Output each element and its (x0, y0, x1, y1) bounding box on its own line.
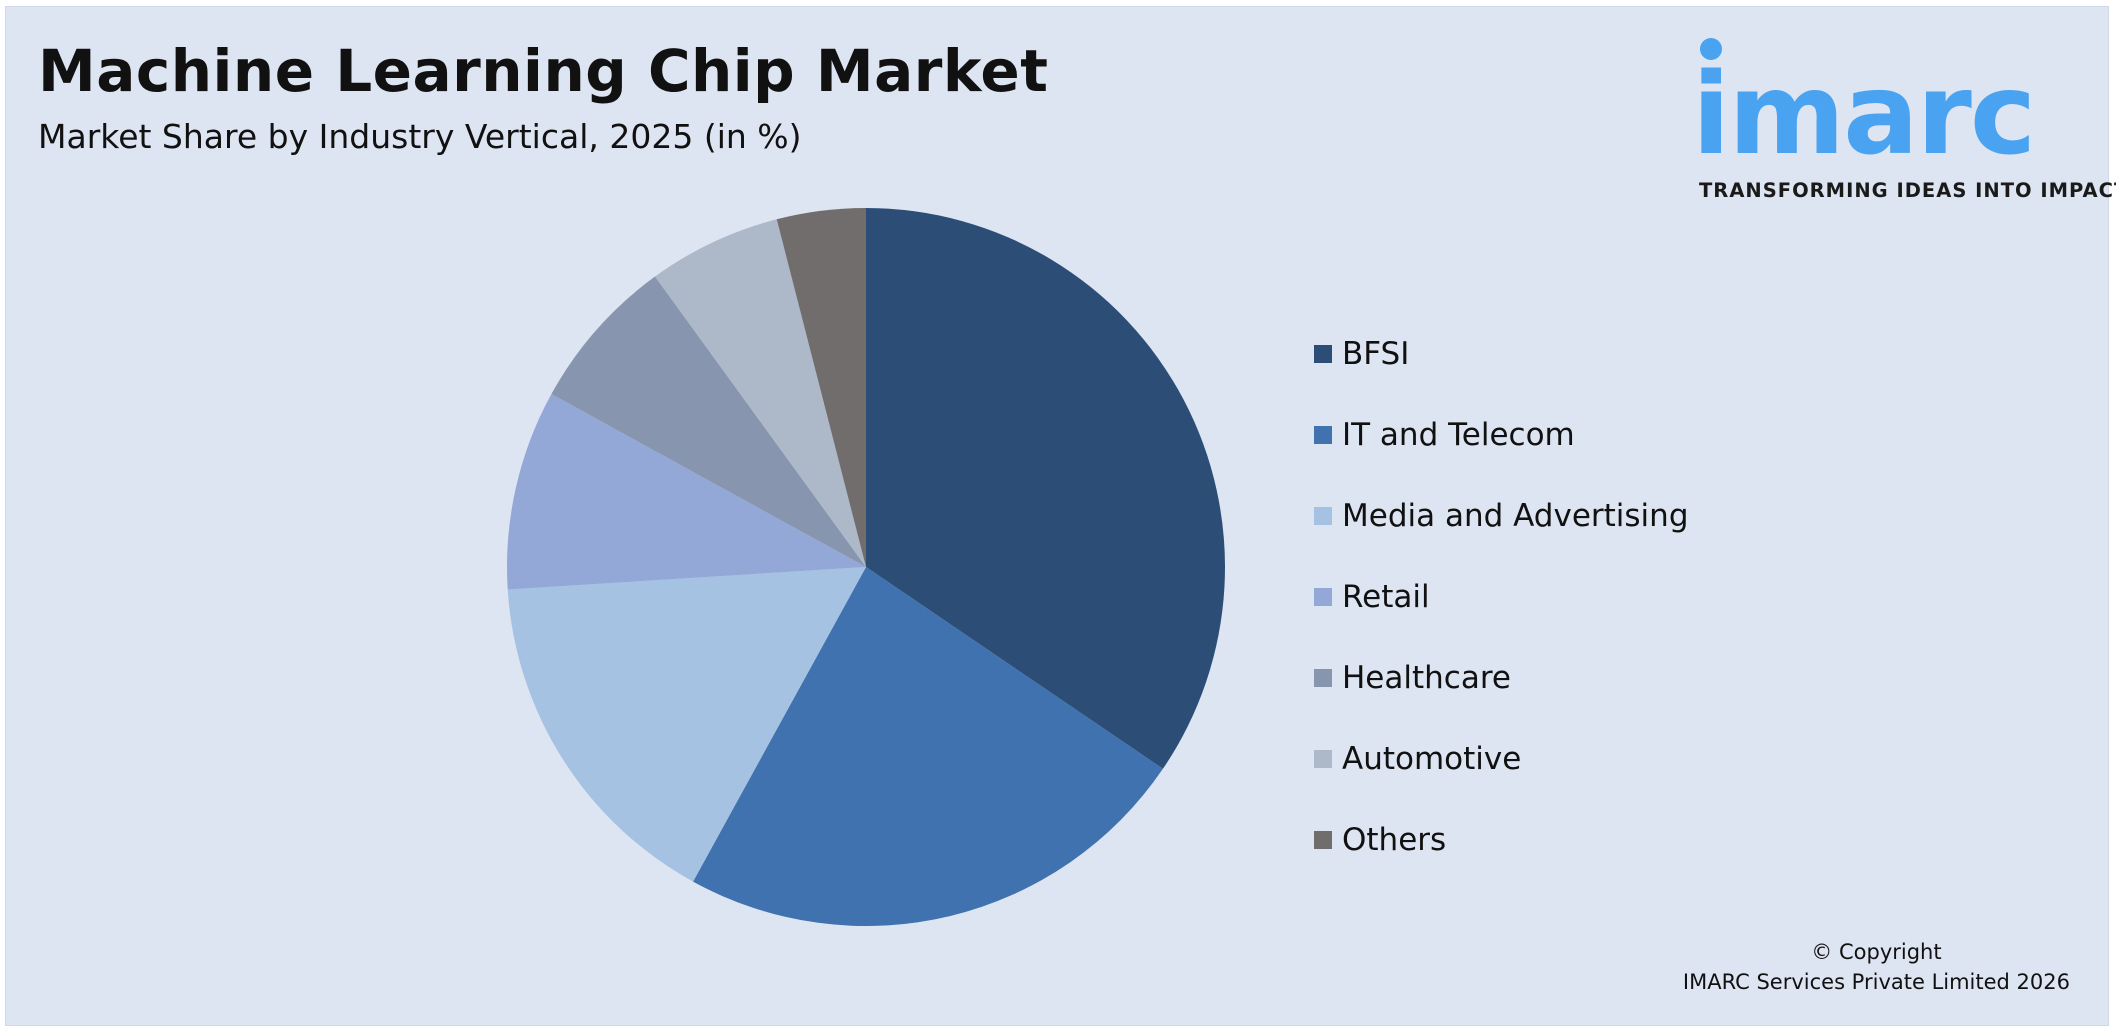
legend-item-others: Others (1314, 799, 1689, 880)
legend-label-others: Others (1342, 821, 1447, 858)
chart-panel: Machine Learning Chip Market Market Shar… (5, 6, 2116, 1026)
logo-wordmark: imarc (1692, 50, 2036, 180)
legend-label-media-and-advertising: Media and Advertising (1342, 497, 1689, 534)
copyright-line-1: © Copyright (1811, 940, 1942, 964)
pie-slice-it-and-telecom (693, 567, 1163, 926)
logo-tagline: TRANSFORMING IDEAS INTO IMPACT (1699, 179, 2116, 202)
pie-slice-automotive (654, 219, 866, 567)
pie-chart (507, 208, 1225, 926)
legend-item-bfsi: BFSI (1314, 313, 1689, 394)
chart-title: Machine Learning Chip Market (38, 37, 1049, 105)
legend-swatch-healthcare (1314, 668, 1332, 687)
legend-item-healthcare: Healthcare (1314, 637, 1689, 718)
pie-slice-media-and-advertising (507, 567, 866, 882)
logo-dot (1700, 38, 1722, 60)
chart-subtitle: Market Share by Industry Vertical, 2025 … (38, 117, 802, 156)
legend-item-media-and-advertising: Media and Advertising (1314, 475, 1689, 556)
legend-label-automotive: Automotive (1342, 740, 1522, 777)
pie-slice-healthcare (551, 276, 866, 567)
pie-slice-retail (507, 394, 866, 590)
legend-swatch-it-and-telecom (1314, 425, 1332, 444)
copyright-notice: © Copyright IMARC Services Private Limit… (1683, 937, 2070, 997)
pie-slice-bfsi (866, 208, 1225, 769)
legend-item-retail: Retail (1314, 556, 1689, 637)
legend-label-bfsi: BFSI (1342, 335, 1410, 372)
legend-swatch-automotive (1314, 749, 1332, 768)
legend-swatch-bfsi (1314, 344, 1332, 363)
legend-swatch-retail (1314, 587, 1332, 606)
legend-label-it-and-telecom: IT and Telecom (1342, 416, 1575, 453)
legend-label-healthcare: Healthcare (1342, 659, 1511, 696)
pie-slice-others (776, 208, 866, 567)
imarc-logo (1700, 38, 1722, 60)
legend-item-it-and-telecom: IT and Telecom (1314, 394, 1689, 475)
chart-legend: BFSI IT and Telecom Media and Advertising R… (1314, 313, 1689, 880)
legend-swatch-media-and-advertising (1314, 506, 1332, 525)
copyright-line-2: IMARC Services Private Limited 2026 (1682, 970, 2070, 994)
legend-swatch-others (1314, 830, 1332, 849)
legend-label-retail: Retail (1342, 578, 1430, 615)
legend-item-automotive: Automotive (1314, 718, 1689, 799)
